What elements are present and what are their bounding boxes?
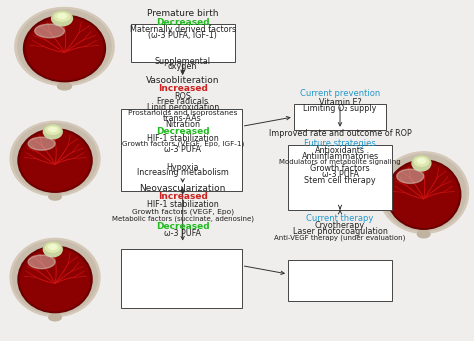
Ellipse shape: [15, 8, 114, 86]
Text: Growth factors (VEGF, Epo): Growth factors (VEGF, Epo): [132, 209, 234, 215]
Text: ω-3 PUFA: ω-3 PUFA: [321, 170, 358, 179]
Text: trans-AAs: trans-AAs: [163, 114, 202, 123]
Bar: [294, 104, 386, 130]
Ellipse shape: [397, 169, 424, 183]
Ellipse shape: [28, 137, 55, 150]
Ellipse shape: [24, 15, 105, 82]
Text: Future strategies: Future strategies: [304, 139, 376, 148]
Text: HIF-1 stabilization: HIF-1 stabilization: [147, 134, 219, 143]
Text: Nitration: Nitration: [165, 120, 200, 129]
Ellipse shape: [414, 157, 428, 166]
Bar: [121, 249, 242, 308]
Text: Prostanoids and isoprostanes: Prostanoids and isoprostanes: [128, 110, 237, 116]
Ellipse shape: [387, 160, 461, 229]
Ellipse shape: [13, 123, 97, 194]
Text: Maternally derived factors: Maternally derived factors: [129, 25, 236, 34]
Text: Decreased: Decreased: [156, 222, 210, 231]
Ellipse shape: [379, 152, 469, 233]
Ellipse shape: [35, 24, 64, 38]
Ellipse shape: [54, 13, 70, 21]
Text: Neovascularization: Neovascularization: [139, 184, 226, 193]
Text: Laser photocoagulation: Laser photocoagulation: [292, 227, 387, 236]
Ellipse shape: [49, 193, 61, 200]
Text: Antiinflammatories: Antiinflammatories: [301, 152, 379, 161]
Text: Increasing metabolism: Increasing metabolism: [137, 168, 228, 177]
Text: Growth factors: Growth factors: [310, 164, 370, 173]
Ellipse shape: [418, 158, 426, 163]
Ellipse shape: [20, 131, 90, 190]
Ellipse shape: [44, 124, 62, 139]
Text: Limiting O₂ supply: Limiting O₂ supply: [303, 104, 377, 113]
Ellipse shape: [57, 83, 72, 90]
Text: Supplemental: Supplemental: [155, 57, 210, 66]
Bar: [288, 145, 392, 210]
Text: HIF-1 stabilization: HIF-1 stabilization: [147, 199, 219, 209]
Text: Improved rate and outcome of ROP: Improved rate and outcome of ROP: [269, 129, 411, 138]
Text: Growth factors (VEGF, Epo, IGF-1): Growth factors (VEGF, Epo, IGF-1): [121, 141, 244, 147]
Text: Decreased: Decreased: [156, 127, 210, 136]
Text: Hypoxia: Hypoxia: [166, 163, 199, 172]
Text: Increased: Increased: [158, 85, 208, 93]
Bar: [121, 109, 242, 191]
Text: Anti-VEGF therapy (under evaluation): Anti-VEGF therapy (under evaluation): [274, 235, 406, 241]
Ellipse shape: [49, 245, 57, 249]
Text: Vasoobliteration: Vasoobliteration: [146, 76, 219, 85]
Ellipse shape: [18, 246, 92, 313]
Ellipse shape: [10, 121, 100, 196]
Text: Decreased: Decreased: [156, 18, 210, 27]
Ellipse shape: [20, 248, 90, 311]
Text: Modulators of metabolite signaling: Modulators of metabolite signaling: [279, 159, 401, 165]
Ellipse shape: [49, 314, 61, 321]
Text: Premature birth: Premature birth: [147, 9, 219, 18]
Bar: [288, 261, 392, 301]
Ellipse shape: [10, 238, 100, 316]
Ellipse shape: [18, 129, 92, 192]
Text: (ω-3 PUFA, IGF-1): (ω-3 PUFA, IGF-1): [148, 31, 217, 40]
Text: Current prevention: Current prevention: [300, 89, 380, 98]
Text: oxygen: oxygen: [168, 62, 197, 71]
Text: Cryotherapy: Cryotherapy: [315, 221, 365, 231]
Ellipse shape: [46, 243, 60, 252]
Ellipse shape: [44, 242, 62, 257]
Text: Increased: Increased: [158, 192, 208, 202]
Ellipse shape: [412, 155, 431, 171]
Ellipse shape: [389, 162, 458, 227]
Ellipse shape: [18, 10, 111, 83]
Text: Vitamin E?: Vitamin E?: [319, 98, 361, 107]
Ellipse shape: [418, 231, 430, 238]
Text: ω-3 PUFA: ω-3 PUFA: [164, 229, 201, 238]
Text: ROS: ROS: [174, 92, 191, 101]
Bar: [131, 25, 235, 62]
Ellipse shape: [46, 126, 60, 134]
Ellipse shape: [28, 255, 55, 269]
Text: ω-3 PUFA: ω-3 PUFA: [164, 145, 201, 154]
Ellipse shape: [49, 127, 57, 132]
Ellipse shape: [26, 17, 103, 80]
Text: Stem cell therapy: Stem cell therapy: [304, 176, 376, 185]
Ellipse shape: [382, 154, 466, 231]
Ellipse shape: [13, 241, 97, 314]
Text: Free radicals: Free radicals: [157, 98, 208, 106]
Text: Lipid peroxidation: Lipid peroxidation: [146, 103, 219, 112]
Text: Antioxidants: Antioxidants: [315, 146, 365, 154]
Ellipse shape: [57, 14, 66, 18]
Text: Metabolic factors (succinate, adenosine): Metabolic factors (succinate, adenosine): [112, 216, 254, 222]
Text: Current therapy: Current therapy: [306, 213, 374, 223]
Ellipse shape: [52, 11, 73, 26]
